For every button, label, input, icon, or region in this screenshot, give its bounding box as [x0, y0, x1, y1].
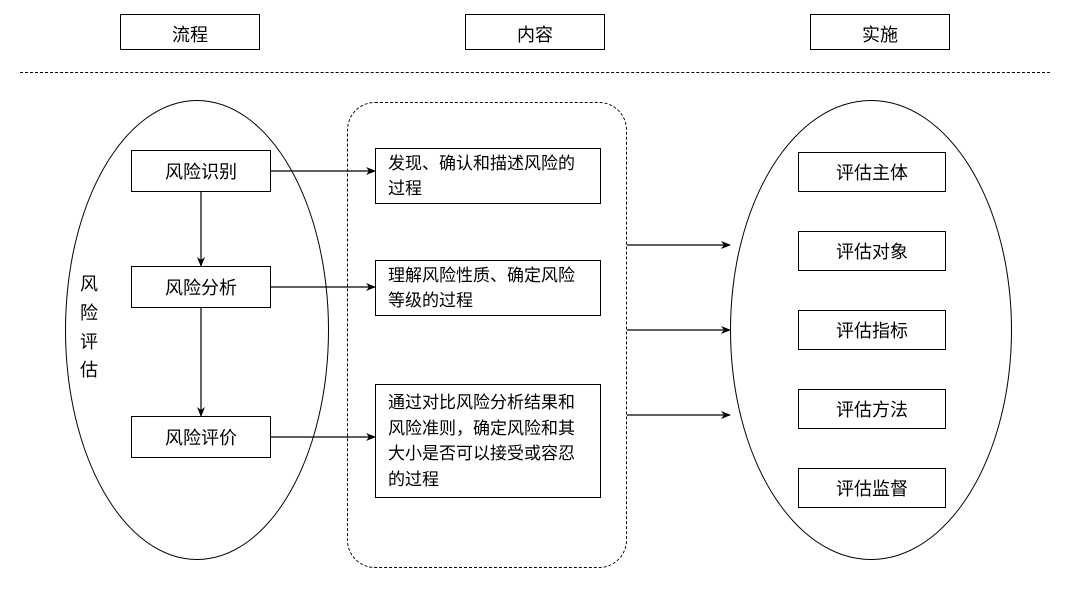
- header-content: 内容: [465, 14, 605, 50]
- impl-box-method: 评估方法: [798, 389, 946, 429]
- impl-box-object: 评估对象: [798, 231, 946, 271]
- header-impl: 实施: [810, 14, 950, 50]
- process-box-identify: 风险识别: [131, 150, 271, 192]
- content-box-2-text: 理解风险性质、确定风险等级的过程: [388, 263, 588, 314]
- impl-box-index-label: 评估指标: [836, 317, 908, 343]
- impl-box-supervise: 评估监督: [798, 468, 946, 508]
- impl-box-subject-label: 评估主体: [836, 159, 908, 185]
- impl-box-supervise-label: 评估监督: [836, 475, 908, 501]
- content-box-3: 通过对比风险分析结果和风险准则，确定风险和其大小是否可以接受或容忍的过程: [375, 384, 601, 498]
- header-process-label: 流程: [172, 25, 208, 45]
- impl-box-index: 评估指标: [798, 310, 946, 350]
- content-box-2: 理解风险性质、确定风险等级的过程: [375, 260, 601, 316]
- impl-box-subject: 评估主体: [798, 152, 946, 192]
- impl-box-object-label: 评估对象: [836, 238, 908, 264]
- header-process: 流程: [120, 14, 260, 50]
- header-content-label: 内容: [517, 25, 553, 45]
- content-box-1: 发现、确认和描述风险的过程: [375, 148, 601, 204]
- process-box-identify-label: 风险识别: [165, 158, 237, 184]
- process-box-evaluate-label: 风险评价: [165, 424, 237, 450]
- dashed-divider: [20, 72, 1050, 73]
- diagram-container: 流程 内容 实施 风险评估 风险识别 风险分析 风险评价 发现、确认和描述风险的…: [0, 0, 1071, 612]
- content-box-3-text: 通过对比风险分析结果和风险准则，确定风险和其大小是否可以接受或容忍的过程: [388, 390, 588, 492]
- header-impl-label: 实施: [862, 25, 898, 45]
- risk-assessment-vertical-label: 风险评估: [80, 270, 98, 385]
- process-box-evaluate: 风险评价: [131, 416, 271, 458]
- content-box-1-text: 发现、确认和描述风险的过程: [388, 151, 588, 202]
- process-box-analyze-label: 风险分析: [165, 274, 237, 300]
- process-box-analyze: 风险分析: [131, 266, 271, 308]
- impl-box-method-label: 评估方法: [836, 396, 908, 422]
